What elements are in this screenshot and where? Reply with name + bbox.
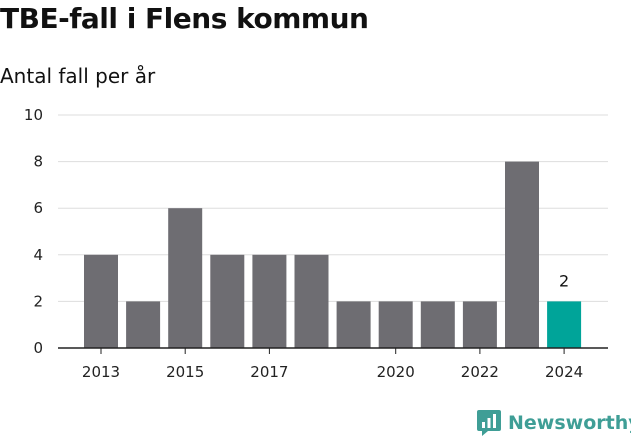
bar-2024 <box>547 301 582 348</box>
y-tick-label: 8 <box>33 153 43 171</box>
bar-chart: 0 2 4 6 8 10 2013 2015 2017 2020 2022 2024 2 <box>24 106 608 381</box>
chart-title: TBE-fall i Flens kommun <box>0 2 369 35</box>
brand-name: Newsworthy <box>508 412 631 434</box>
x-tick-label: 2013 <box>82 363 120 381</box>
x-tick-label: 2024 <box>545 363 583 381</box>
y-tick-label: 4 <box>33 246 43 264</box>
x-tick-label: 2017 <box>250 363 288 381</box>
bar-2013 <box>84 254 118 348</box>
y-tick-label: 10 <box>24 106 43 124</box>
bar-2014 <box>126 301 161 348</box>
brand-logo: Newsworthy <box>476 407 631 439</box>
bar-2022 <box>462 301 497 348</box>
bar-2023 <box>505 161 539 348</box>
x-tick-label: 2020 <box>377 363 415 381</box>
bar-2021 <box>420 301 455 348</box>
y-tick-label: 0 <box>33 339 43 357</box>
bar-2020 <box>378 301 413 348</box>
bar-2018 <box>294 254 329 348</box>
bar-2016 <box>210 254 245 348</box>
x-tick-label: 2015 <box>166 363 204 381</box>
y-tick-label: 6 <box>33 199 43 217</box>
x-tick-label: 2022 <box>461 363 499 381</box>
bar-2019 <box>336 301 371 348</box>
newsworthy-logo-icon <box>477 410 501 436</box>
bar-2017 <box>252 254 287 348</box>
bar-2015 <box>168 208 203 348</box>
chart-subtitle: Antal fall per år <box>0 64 156 88</box>
data-label: 2 <box>559 271 569 290</box>
y-tick-label: 2 <box>33 292 43 310</box>
